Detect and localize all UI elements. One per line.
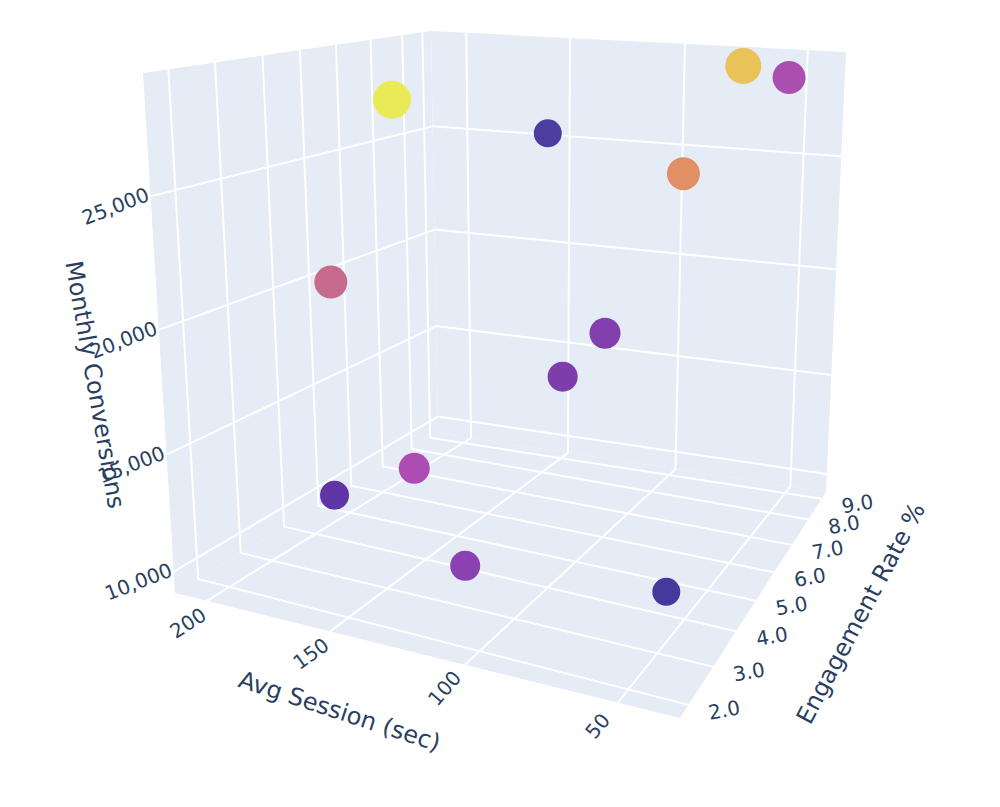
data-point[interactable] xyxy=(667,157,700,190)
plot-3d-scatter[interactable]: 200150100502.03.04.05.06.07.08.09.010,00… xyxy=(0,0,1000,807)
scene-svg: 200150100502.03.04.05.06.07.08.09.010,00… xyxy=(0,0,1000,807)
y-tick-label: 5.0 xyxy=(774,591,809,620)
data-point[interactable] xyxy=(373,81,411,119)
x-tick-label: 150 xyxy=(288,633,333,675)
data-point[interactable] xyxy=(548,362,578,392)
x-tick-label: 200 xyxy=(165,603,210,644)
z-tick-label: 25,000 xyxy=(78,183,152,230)
data-point[interactable] xyxy=(399,453,430,484)
data-point[interactable] xyxy=(314,266,347,299)
data-point[interactable] xyxy=(534,119,562,147)
y-tick-label: 3.0 xyxy=(731,657,766,686)
y-tick-label: 9.0 xyxy=(840,489,875,518)
data-point[interactable] xyxy=(320,481,349,510)
data-point[interactable] xyxy=(652,578,680,606)
y-tick-label: 7.0 xyxy=(810,535,845,564)
x-axis-title: Avg Session (sec) xyxy=(235,666,444,758)
z-axis-title: Monthly Conversions xyxy=(59,259,130,511)
y-tick-label: 6.0 xyxy=(792,563,827,592)
data-point[interactable] xyxy=(450,551,480,581)
z-tick-label: 10,000 xyxy=(102,558,176,605)
x-tick-label: 100 xyxy=(423,666,466,711)
y-tick-label: 2.0 xyxy=(707,695,742,724)
data-point[interactable] xyxy=(773,61,806,94)
data-point[interactable] xyxy=(725,48,761,84)
y-tick-label: 4.0 xyxy=(754,622,789,651)
data-point[interactable] xyxy=(589,318,620,349)
wall-right xyxy=(431,31,846,492)
x-tick-label: 50 xyxy=(580,709,615,744)
